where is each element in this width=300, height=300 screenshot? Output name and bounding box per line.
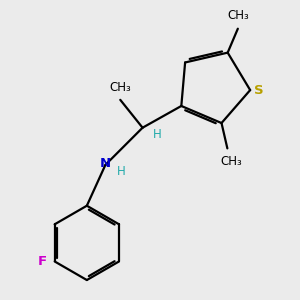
Text: H: H: [153, 128, 162, 141]
Text: F: F: [38, 255, 46, 268]
Text: S: S: [254, 84, 263, 97]
Text: CH₃: CH₃: [227, 9, 249, 22]
Text: N: N: [100, 157, 111, 169]
Text: CH₃: CH₃: [220, 155, 242, 168]
Text: CH₃: CH₃: [110, 80, 131, 94]
Text: H: H: [117, 165, 126, 178]
